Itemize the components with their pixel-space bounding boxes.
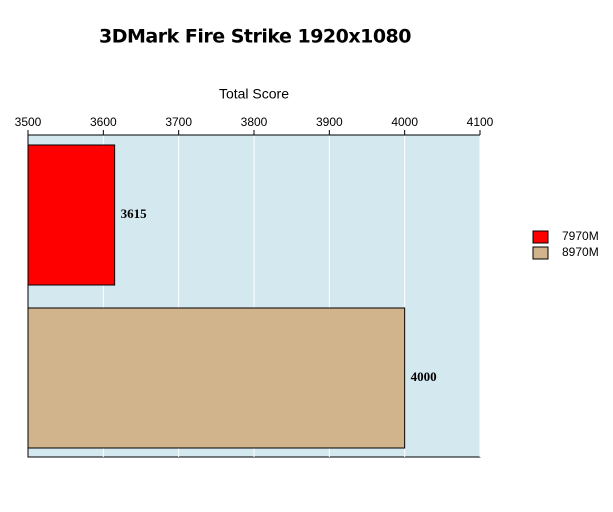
legend-label: 8970M — [562, 245, 599, 259]
bar — [27, 307, 406, 449]
x-tick-label: 3600 — [90, 115, 117, 129]
value-label: 3615 — [121, 206, 148, 221]
x-axis-title: Total Score — [219, 86, 289, 102]
bar — [27, 144, 116, 286]
x-tick-label: 3700 — [165, 115, 192, 129]
legend-swatch — [532, 230, 549, 244]
x-tick-label: 4100 — [467, 115, 494, 129]
legend-swatch — [532, 246, 549, 260]
x-tick-label: 4000 — [391, 115, 418, 129]
x-tick-label: 3800 — [241, 115, 268, 129]
chart-title: 3DMark Fire Strike 1920x1080 — [99, 26, 411, 48]
legend-label: 7970M — [562, 229, 599, 243]
x-tick-label: 3500 — [15, 115, 42, 129]
value-label: 4000 — [411, 369, 437, 384]
x-tick-label: 3900 — [316, 115, 343, 129]
